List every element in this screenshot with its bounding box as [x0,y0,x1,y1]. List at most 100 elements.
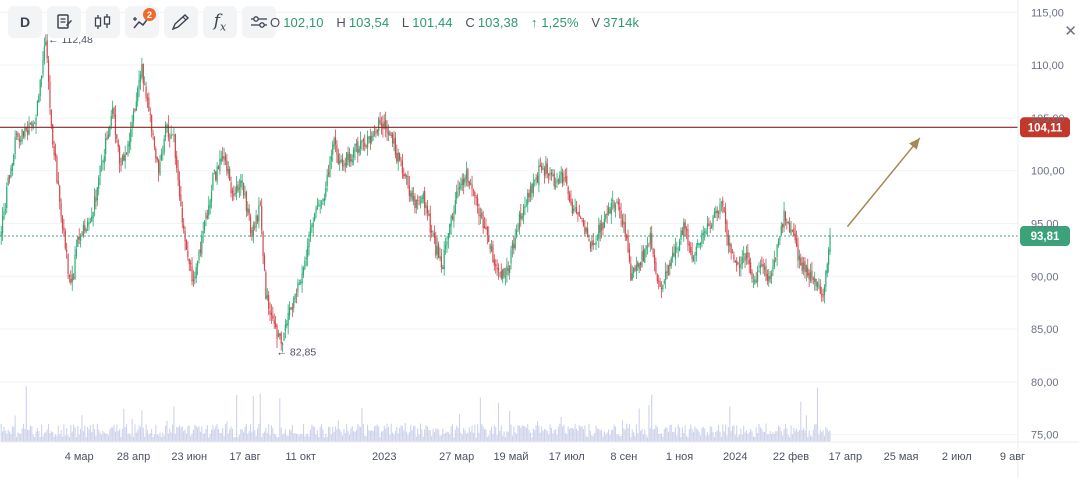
y-tick-label: 95,00 [1031,218,1059,230]
volume-bar [599,430,601,442]
candle-body [782,224,784,227]
volume-bar [730,431,732,442]
indicators-button[interactable]: 2 [125,6,159,38]
volume-bar [170,432,172,442]
volume-bar [334,426,337,442]
candle-body [585,228,587,232]
volume-bar [713,437,715,442]
volume-bar [266,432,268,442]
volume-bar [397,433,399,442]
candle-body [286,323,288,326]
volume-bar [277,436,279,442]
candle-body [439,256,441,259]
volume-bar [776,431,778,442]
period-button[interactable]: D [8,6,42,38]
indicators-icon [133,16,150,29]
candle-body [359,140,362,149]
candle-body [63,227,65,231]
volume-bar [280,427,282,442]
candle-body [98,177,100,189]
volume-bar [616,434,618,442]
volume-bar [227,433,229,442]
candle-body [219,158,221,172]
candle-body [542,168,544,170]
candle-body [450,215,452,227]
volume-bar [573,428,575,442]
candle-body [816,281,819,288]
volume-bar [208,437,210,442]
candle-body [584,226,586,235]
volume-bar [77,426,79,442]
volume-bar [575,428,578,442]
candle-body [107,134,110,139]
candle-body [348,152,351,163]
volume-bar [436,429,438,442]
volume-bar [325,433,327,442]
volume-bar [323,437,325,442]
candle-body [151,115,153,132]
candle-body [460,183,462,190]
edit-button[interactable] [47,6,81,38]
candle-body [772,267,774,272]
candle-body [672,252,674,258]
candle-body [520,213,522,220]
volume-bar [358,426,360,442]
volume-bar [113,424,115,442]
candle-body [291,307,293,310]
volume-bar [816,387,819,442]
volume-bar [378,426,380,442]
draw-button[interactable] [164,6,198,38]
volume-bar [528,430,530,442]
candle-body [677,249,679,250]
candle-body [383,121,385,127]
volume-bar [640,431,642,442]
candle-body [181,208,183,223]
candle-body [177,169,179,181]
formula-button[interactable]: fx [203,6,237,38]
candle-body [61,216,64,229]
candle-body [578,211,580,216]
chart-type-button[interactable] [86,6,120,38]
volume-bar [63,424,65,442]
candle-body [35,117,37,126]
volume-bar [78,434,80,442]
volume-bar [314,427,316,442]
candle-body [808,273,810,280]
candle-body [327,172,330,175]
settings-icon [251,16,267,28]
volume-bar [174,433,176,442]
x-tick-label: 8 сен [610,451,637,463]
volume-bar [371,430,373,442]
volume-bar [642,434,644,442]
volume-bar [389,435,391,442]
close-icon[interactable]: ✕ [1064,23,1077,40]
candle-body [288,307,291,316]
volume-bar [316,430,318,442]
volume-bar [20,434,22,442]
volume-bar [353,430,355,442]
x-tick-label: 25 мая [884,451,919,463]
candle-body [152,132,154,136]
volume-bar [670,424,672,442]
candle-body [667,265,670,276]
candle-body [796,238,798,246]
volume-bar [759,427,761,442]
candle-body [343,165,345,168]
candle-body [755,280,757,282]
ohlc-legend: O 102,10 H 103,54 L 101,44 C 103,38 ↑ 1,25% … [270,15,648,30]
volume-bar [318,437,320,442]
candle-body [603,218,605,228]
candle-body [435,235,437,256]
candle-body [828,249,830,265]
volume-bar [635,424,637,442]
volume-bar [731,426,734,442]
settings-button[interactable] [242,6,276,38]
candle-body [826,264,828,274]
candle-body [141,63,143,78]
candle-body [418,202,420,204]
candle-body [665,271,667,280]
candle-body [224,156,227,161]
volume-bar [336,429,338,442]
volume-bar [822,430,824,442]
